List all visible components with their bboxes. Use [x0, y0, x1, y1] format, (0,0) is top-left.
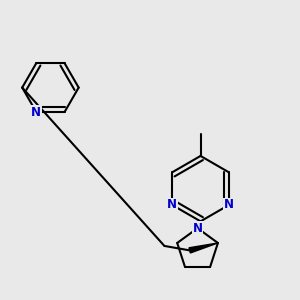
Polygon shape: [189, 243, 218, 253]
Text: N: N: [224, 199, 234, 212]
Text: N: N: [193, 222, 202, 235]
Text: N: N: [31, 106, 41, 118]
Text: N: N: [167, 199, 177, 212]
